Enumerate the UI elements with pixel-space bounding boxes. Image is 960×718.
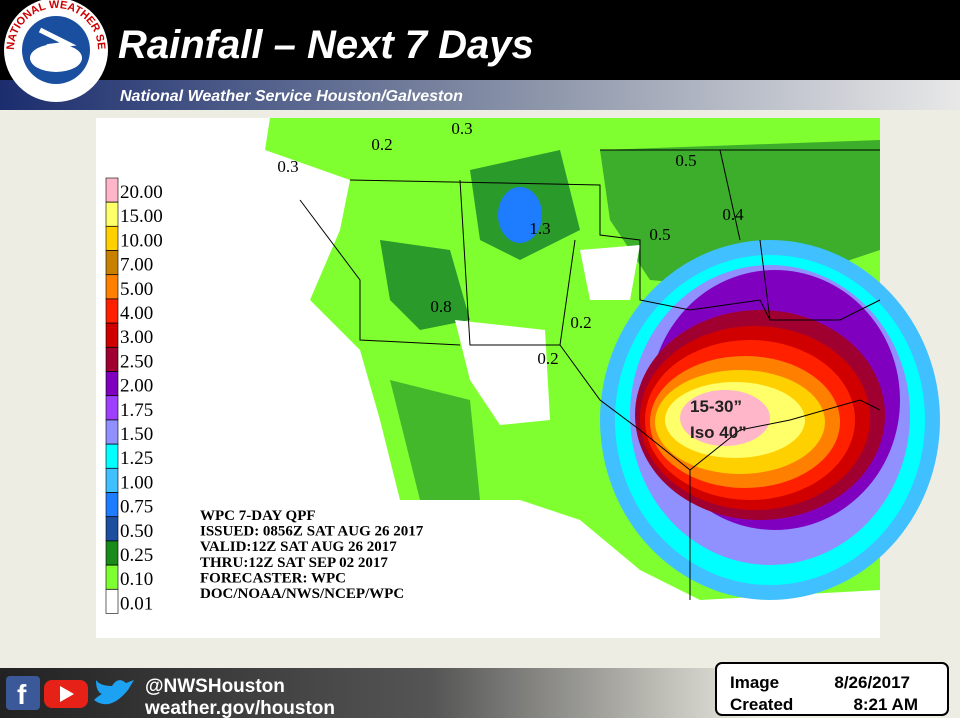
map-label: 0.2 [371, 135, 392, 154]
info-line: ISSUED: 0856Z SAT AUG 26 2017 [200, 524, 424, 540]
legend-label: 0.25 [120, 545, 153, 566]
legend-label: 20.00 [120, 182, 163, 203]
map-label: 0.3 [451, 119, 472, 138]
legend-swatch [105, 250, 119, 275]
legend-label: 0.01 [120, 593, 153, 614]
map-label: 0.4 [722, 205, 744, 224]
legend-swatch [105, 395, 119, 421]
legend-swatch [105, 540, 119, 566]
legend-swatch [105, 443, 119, 469]
svg-text:f: f [17, 679, 27, 710]
annotation: Iso 40” [690, 423, 747, 442]
legend-label: 4.00 [120, 303, 153, 324]
legend-label: 0.75 [120, 497, 153, 518]
legend-label: 1.25 [120, 448, 153, 469]
info-line: VALID:12Z SAT AUG 26 2017 [200, 539, 397, 555]
legend-swatch [105, 298, 119, 324]
legend-label: 1.75 [120, 400, 153, 421]
map-label: 0.2 [570, 313, 591, 332]
timestamp-box [715, 662, 949, 716]
map-label: 0.2 [537, 349, 558, 368]
header-bar [0, 0, 960, 80]
map [96, 118, 940, 638]
map-label: 0.8 [430, 297, 451, 316]
legend-label: 1.00 [120, 472, 153, 493]
created-label: Created [730, 695, 793, 714]
legend-swatch [105, 516, 119, 542]
legend-swatch [105, 589, 119, 614]
legend-label: 2.00 [120, 376, 153, 397]
legend-label: 2.50 [120, 351, 153, 372]
legend-label: 0.50 [120, 521, 153, 542]
map-label: 0.5 [675, 151, 696, 170]
subtitle-bar [0, 80, 960, 110]
legend-swatch [105, 371, 119, 396]
footer-handle: @NWSHouston [145, 676, 285, 697]
legend-swatch [105, 274, 119, 300]
logo: NATIONAL WEATHER SERVICE [0, 0, 108, 102]
legend-swatch [105, 201, 119, 227]
info-line: WPC 7-DAY QPF [200, 508, 316, 524]
legend-label: 3.00 [120, 327, 153, 348]
legend-swatch [105, 419, 119, 445]
legend-label: 7.00 [120, 255, 153, 276]
info-line: DOC/NOAA/NWS/NCEP/WPC [200, 586, 404, 602]
legend-swatch [105, 177, 119, 203]
info-line: FORECASTER: WPC [200, 570, 346, 586]
legend-label: 15.00 [120, 206, 163, 227]
map-label: 1.3 [529, 219, 550, 238]
image-label: Image [730, 673, 779, 692]
legend-swatch [105, 347, 119, 372]
legend-swatch [105, 468, 119, 493]
map-labels: 0.3 0.2 0.3 0.5 1.3 0.4 0.5 0.8 0.2 0.2 [277, 119, 744, 368]
legend-label: 0.10 [120, 569, 153, 590]
legend-swatch [105, 564, 119, 590]
map-label: 0.3 [277, 157, 298, 176]
legend-swatch [105, 322, 119, 348]
legend-swatch [105, 492, 119, 517]
legend-label: 10.00 [120, 230, 163, 251]
map-label: 0.5 [649, 225, 670, 244]
info-line: THRU:12Z SAT SEP 02 2017 [200, 555, 388, 571]
title: Rainfall – Next 7 Days [118, 23, 534, 67]
social-icons: f [6, 676, 134, 710]
legend-label: 1.50 [120, 424, 153, 445]
created-time: 8:21 AM [853, 695, 918, 714]
annotation: 15-30” [690, 397, 742, 416]
footer-url: weather.gov/houston [144, 698, 335, 718]
subtitle: National Weather Service Houston/Galvest… [120, 88, 463, 105]
legend-swatch [105, 226, 119, 251]
legend-label: 5.00 [120, 279, 153, 300]
image-date: 8/26/2017 [834, 673, 910, 692]
